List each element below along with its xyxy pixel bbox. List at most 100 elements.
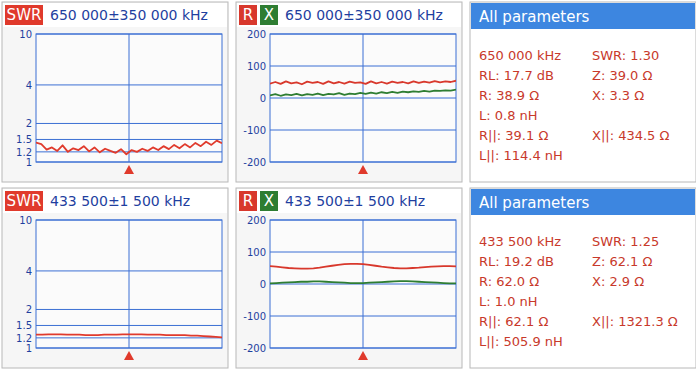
header-bg bbox=[3, 189, 227, 213]
panel-bg bbox=[470, 2, 696, 182]
parameter: SWR: 1.30 bbox=[592, 48, 659, 63]
series-line bbox=[36, 334, 222, 337]
parameter: R||: 39.1 Ω bbox=[479, 128, 548, 143]
panel-bg bbox=[470, 188, 696, 368]
parameter: Z: 62.1 Ω bbox=[592, 254, 652, 269]
y-tick-label: 10 bbox=[19, 215, 32, 226]
parameter: RL: 17.7 dB bbox=[479, 68, 554, 83]
plot-frame bbox=[36, 220, 222, 348]
badge bbox=[239, 191, 257, 211]
plot-frame bbox=[36, 34, 222, 162]
y-tick-label: 4 bbox=[26, 266, 32, 277]
title: 650 000±350 000 kHz bbox=[50, 7, 208, 23]
data-group bbox=[270, 264, 456, 284]
y-tick-label: -100 bbox=[243, 311, 266, 322]
center-marker bbox=[124, 165, 134, 174]
background bbox=[0, 0, 696, 370]
title: 650 000±350 000 kHz bbox=[285, 7, 443, 23]
series-line bbox=[270, 90, 456, 96]
badge bbox=[239, 5, 257, 25]
series-name: SWR bbox=[7, 192, 42, 210]
parameter: R||: 62.1 Ω bbox=[479, 314, 548, 329]
series-line bbox=[270, 264, 456, 269]
panel-bg bbox=[2, 188, 228, 368]
y-tick-label: -200 bbox=[243, 157, 266, 168]
center-marker bbox=[358, 165, 368, 174]
title: 433 500±1 500 kHz bbox=[285, 193, 425, 209]
parameter: Z: 39.0 Ω bbox=[592, 68, 652, 83]
series-name: SWR bbox=[7, 6, 42, 24]
plot-bg bbox=[36, 220, 222, 348]
chart-panel: RX650 000±350 000 kHz-200-1000100200 bbox=[236, 2, 462, 182]
panel-bg bbox=[2, 2, 228, 182]
series-line bbox=[270, 81, 456, 85]
y-tick-label: 100 bbox=[247, 247, 266, 258]
y-tick-label: 1.2 bbox=[16, 147, 32, 158]
series-line bbox=[270, 281, 456, 283]
plot-bg bbox=[270, 220, 456, 348]
parameter: RL: 19.2 dB bbox=[479, 254, 554, 269]
parameter: X||: 1321.3 Ω bbox=[592, 314, 678, 329]
parameter: X: 3.3 Ω bbox=[592, 88, 644, 103]
y-tick-label: 2 bbox=[26, 304, 32, 315]
header-bg bbox=[471, 3, 695, 29]
plot-frame bbox=[270, 34, 456, 162]
data-group bbox=[36, 334, 222, 337]
grid-line bbox=[363, 34, 364, 162]
y-tick-label: 1.2 bbox=[16, 333, 32, 344]
y-tick-label: 4 bbox=[26, 80, 32, 91]
parameter: L||: 505.9 nH bbox=[479, 334, 563, 349]
series-name: R bbox=[243, 6, 253, 24]
badge bbox=[260, 191, 278, 211]
y-tick-label: 1.5 bbox=[16, 134, 32, 145]
y-tick-label: 1.5 bbox=[16, 320, 32, 331]
y-tick-label: 200 bbox=[247, 215, 266, 226]
parameter: L||: 114.4 nH bbox=[479, 148, 563, 163]
parameter: R: 62.0 Ω bbox=[479, 274, 539, 289]
series-name: R bbox=[243, 192, 253, 210]
y-tick-label: 1 bbox=[26, 343, 32, 354]
badge bbox=[5, 191, 43, 211]
grid-line bbox=[129, 34, 130, 162]
plot-bg bbox=[36, 34, 222, 162]
panel-bg bbox=[236, 2, 462, 182]
canvas: SWR650 000±350 000 kHz11.21.52410RX650 0… bbox=[0, 0, 696, 370]
grid-line bbox=[363, 220, 364, 348]
parameter: 433 500 kHz bbox=[479, 234, 561, 249]
header-title: All parameters bbox=[479, 194, 590, 212]
grid-line bbox=[129, 220, 130, 348]
badge bbox=[5, 5, 43, 25]
panel-bg bbox=[236, 188, 462, 368]
header-title: All parameters bbox=[479, 8, 590, 26]
y-tick-label: 10 bbox=[19, 29, 32, 40]
y-tick-label: 1 bbox=[26, 157, 32, 168]
center-marker bbox=[124, 351, 134, 360]
plot-bg bbox=[270, 34, 456, 162]
header-bg bbox=[471, 189, 695, 215]
title: 433 500±1 500 kHz bbox=[50, 193, 190, 209]
series-name: X bbox=[264, 6, 274, 24]
y-tick-label: 100 bbox=[247, 61, 266, 72]
parameter: SWR: 1.25 bbox=[592, 234, 659, 249]
chart-panel: SWR 650 000±350 000 kHz 11.2 1.5 2 4 10 bbox=[2, 2, 228, 182]
y-tick-label: 0 bbox=[260, 279, 266, 290]
series-name: X bbox=[264, 192, 274, 210]
plot-frame bbox=[270, 220, 456, 348]
data-group bbox=[36, 141, 222, 155]
header-bg bbox=[237, 189, 461, 213]
parameter: X||: 434.5 Ω bbox=[592, 128, 670, 143]
parameter: X: 2.9 Ω bbox=[592, 274, 644, 289]
parameter: R: 38.9 Ω bbox=[479, 88, 539, 103]
data-group bbox=[270, 81, 456, 96]
parameter-panel: All parameters650 000 kHzSWR: 1.30RL: 17… bbox=[470, 2, 696, 182]
header-bg bbox=[237, 3, 461, 27]
parameter-panel: All parameters 433 500 kHz SWR: 1.25 RL: 19… bbox=[470, 188, 696, 368]
y-tick-label: 2 bbox=[26, 118, 32, 129]
badge bbox=[260, 5, 278, 25]
y-tick-label: 0 bbox=[260, 93, 266, 104]
header-bg bbox=[3, 3, 227, 27]
chart-panel: RX433 500±1 500 kHz-200-1000100200 bbox=[236, 188, 462, 368]
parameter: L: 0.8 nH bbox=[479, 108, 538, 123]
parameter: L: 1.0 nH bbox=[479, 294, 538, 309]
series-line bbox=[36, 141, 222, 155]
